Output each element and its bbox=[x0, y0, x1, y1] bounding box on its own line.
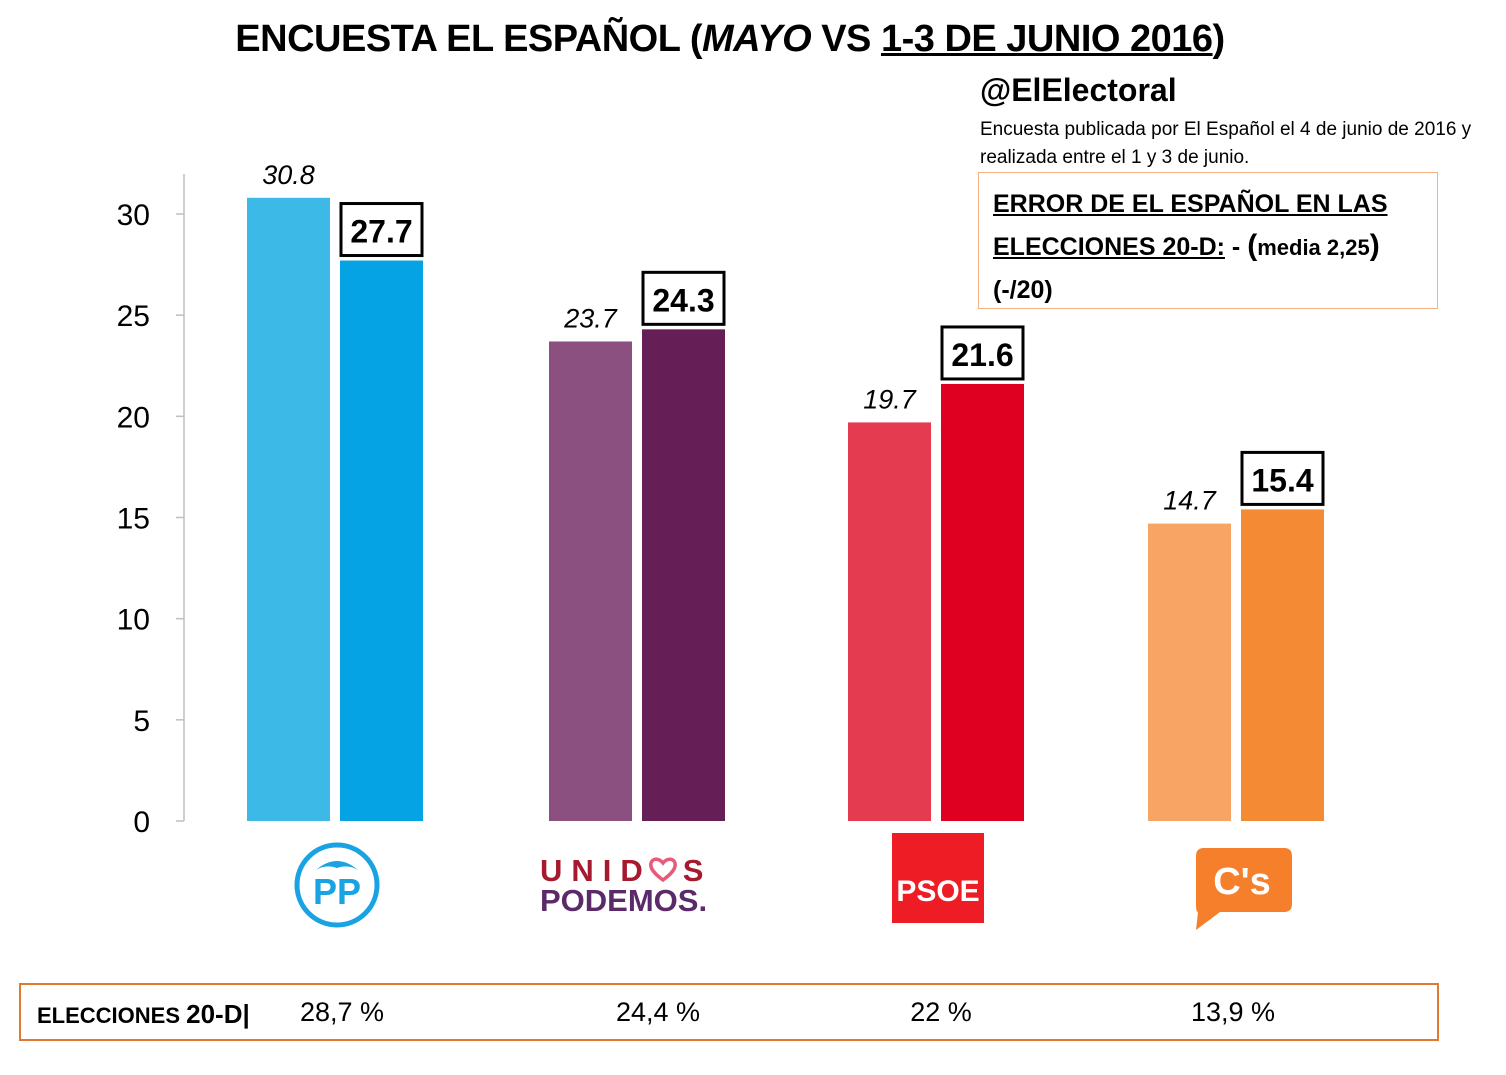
bar-chart: 0 5 10 15 20 25 30 30.8 27.7 23.7 24.3 19.7 21.6 14.7… bbox=[117, 160, 1325, 839]
chart-subtitle: Encuesta publicada por El Español el 4 d… bbox=[980, 119, 1472, 168]
y-tick-label: 0 bbox=[133, 806, 150, 839]
bar-junio bbox=[1241, 509, 1324, 821]
bar-junio bbox=[340, 260, 423, 822]
bar-mayo bbox=[549, 341, 632, 821]
data-label-box-junio bbox=[940, 325, 1025, 381]
svg-text:PSOE: PSOE bbox=[896, 875, 979, 908]
elections-results-box: ELECCIONES 20-D| 28,7 % 24,4 % 22 % 13,9… bbox=[19, 983, 1439, 1041]
error-note-line-1: ERROR DE EL ESPAÑOL EN LAS bbox=[993, 190, 1388, 218]
data-label-box-junio bbox=[1240, 450, 1325, 506]
y-tick-label: 20 bbox=[117, 401, 150, 434]
election-result-podemos: 24,4 % bbox=[615, 997, 701, 1027]
data-label-junio: 24.3 bbox=[652, 282, 714, 318]
data-label-box-junio bbox=[641, 270, 726, 326]
election-result-cs: 13,9 % bbox=[1190, 997, 1276, 1027]
bar-mayo bbox=[848, 422, 931, 821]
author-handle: @ElElectoral bbox=[980, 72, 1177, 108]
bar-mayo bbox=[247, 197, 330, 821]
data-label-box-junio bbox=[339, 202, 424, 258]
y-tick-label: 15 bbox=[117, 503, 150, 536]
psoe-logo: PSOE bbox=[892, 833, 984, 923]
data-label-mayo: 30.8 bbox=[262, 160, 315, 190]
chart-title: ENCUESTA EL ESPAÑOL (MAYO VS 1-3 DE JUNI… bbox=[235, 18, 1225, 60]
pp-logo: PP bbox=[294, 842, 380, 928]
y-tick-label: 30 bbox=[117, 199, 150, 232]
svg-text:C's: C's bbox=[1213, 861, 1271, 903]
y-tick-label: 25 bbox=[117, 300, 150, 333]
data-label-junio: 27.7 bbox=[350, 214, 412, 250]
data-label-mayo: 23.7 bbox=[563, 303, 618, 333]
data-label-mayo: 14.7 bbox=[1163, 486, 1217, 516]
y-tick-label: 10 bbox=[117, 604, 150, 637]
unidos-podemos-logo: UNID S PODEMOS. bbox=[540, 853, 713, 918]
y-tick-label: 5 bbox=[133, 705, 150, 738]
election-result-psoe: 22 % bbox=[910, 997, 972, 1027]
heart-icon bbox=[648, 857, 677, 883]
bar-junio bbox=[941, 383, 1024, 821]
data-label-junio: 15.4 bbox=[1251, 462, 1313, 498]
data-label-mayo: 19.7 bbox=[863, 384, 917, 414]
elections-label: ELECCIONES 20-D| bbox=[37, 999, 250, 1029]
data-label-junio: 21.6 bbox=[951, 337, 1013, 373]
error-note-line-2: ELECCIONES 20-D: - (media 2,25) bbox=[993, 229, 1380, 262]
error-note-line-3: (-/20) bbox=[993, 276, 1053, 304]
cs-logo: C's bbox=[1196, 848, 1292, 930]
svg-text:PP: PP bbox=[313, 871, 361, 912]
error-note-box: ERROR DE EL ESPAÑOL EN LAS ELECCIONES 20… bbox=[978, 172, 1438, 309]
election-result-pp: 28,7 % bbox=[299, 997, 385, 1027]
bar-junio bbox=[642, 329, 725, 821]
bar-mayo bbox=[1148, 523, 1231, 821]
